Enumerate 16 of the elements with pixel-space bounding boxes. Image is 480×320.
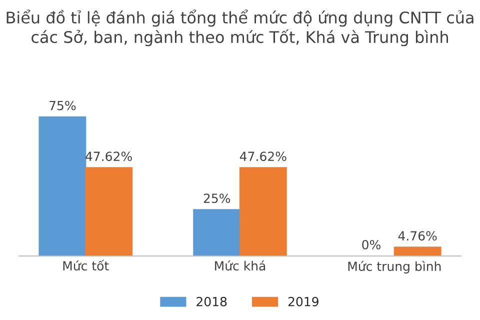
bar (239, 167, 287, 256)
data-label: 4.76% (398, 231, 437, 241)
bar (85, 167, 132, 256)
x-tick-label: Mức trung bình (348, 260, 441, 274)
x-tick-label: Mức tốt (63, 260, 109, 271)
data-label: 25% (204, 194, 230, 204)
data-label: 0% (362, 240, 380, 250)
bar (193, 209, 241, 256)
legend-label: 2019 (288, 296, 318, 306)
bar (394, 246, 442, 256)
bar (38, 116, 86, 256)
data-label: 47.62% (240, 152, 286, 162)
legend-label: 2018 (196, 296, 227, 306)
x-tick-label: Mức khá (215, 260, 266, 271)
data-label: 75% (50, 100, 76, 110)
chart-title: Biểu đồ tỉ lệ đánh giá tổng thể mức độ ứng dụng CNTT của các Sở, ban, ngành theo mức Tốt, Khá và Trung bình (6, 10, 474, 46)
